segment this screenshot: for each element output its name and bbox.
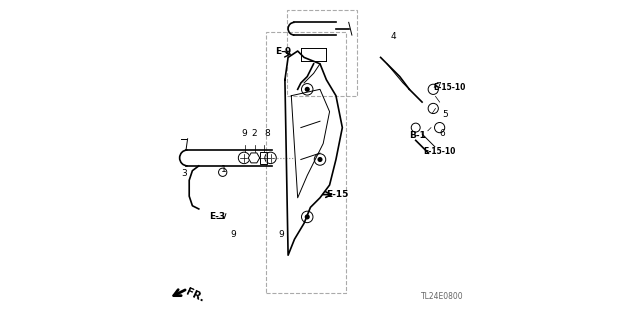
Text: 4: 4 (390, 32, 396, 41)
Text: E-3: E-3 (209, 212, 225, 221)
Text: 6: 6 (440, 130, 445, 138)
Text: 5: 5 (442, 110, 447, 119)
Text: E-15: E-15 (326, 190, 349, 199)
Text: E-15-10: E-15-10 (433, 83, 466, 92)
Text: 9: 9 (230, 230, 236, 239)
Text: 3: 3 (181, 169, 187, 178)
Text: 7: 7 (435, 82, 441, 91)
Text: B-1: B-1 (410, 131, 426, 140)
Text: E-9: E-9 (275, 47, 291, 56)
Text: 1: 1 (220, 165, 226, 174)
Text: TL24E0800: TL24E0800 (421, 292, 463, 301)
Text: 9: 9 (278, 230, 284, 239)
Text: 8: 8 (264, 130, 270, 138)
Bar (260, 152, 268, 164)
Text: 9: 9 (242, 130, 248, 138)
Circle shape (305, 214, 310, 219)
Circle shape (317, 157, 323, 162)
Circle shape (305, 87, 310, 92)
Text: 2: 2 (252, 130, 257, 138)
Polygon shape (248, 153, 260, 163)
Text: E-15-10: E-15-10 (424, 147, 456, 156)
Text: FR.: FR. (184, 287, 206, 304)
